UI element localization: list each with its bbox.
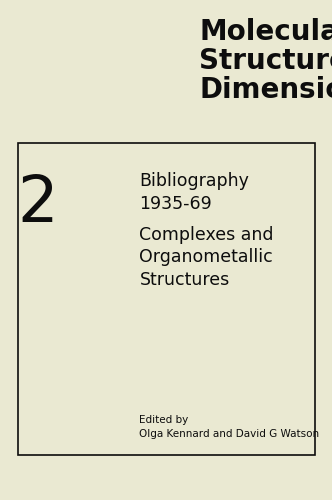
Bar [18, 142, 315, 455]
Text: Organometallic: Organometallic [139, 248, 273, 266]
Text: Structures and: Structures and [199, 47, 332, 75]
Text: Dimensions: Dimensions [199, 76, 332, 104]
Text: Complexes and: Complexes and [139, 226, 274, 244]
Text: 1935-69: 1935-69 [139, 195, 212, 213]
Text: Structures: Structures [139, 271, 230, 289]
Text: Molecular: Molecular [199, 18, 332, 46]
Text: Edited by: Edited by [139, 415, 189, 425]
Text: Olga Kennard and David G Watson: Olga Kennard and David G Watson [139, 429, 320, 439]
Text: 2: 2 [18, 172, 58, 234]
Text: Bibliography: Bibliography [139, 172, 249, 190]
